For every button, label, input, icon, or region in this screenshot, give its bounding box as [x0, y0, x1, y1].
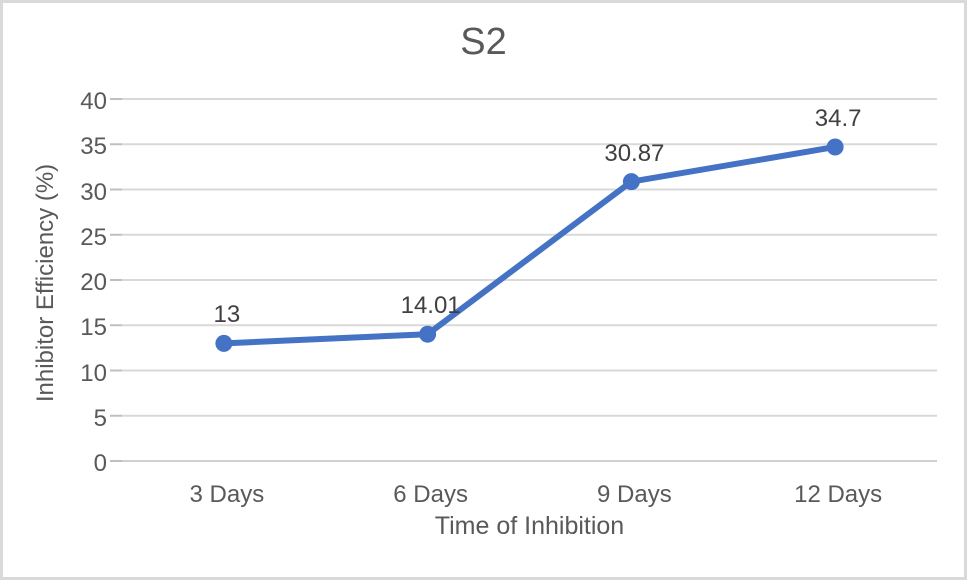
data-point-marker: [622, 173, 640, 191]
chart-title: S2: [460, 21, 507, 63]
x-tick-label: 12 Days: [794, 481, 883, 508]
x-tick-label: 3 Days: [189, 481, 265, 508]
y-tick-label: 10: [80, 359, 107, 387]
data-label: 13: [213, 301, 241, 329]
y-tick-label: 15: [80, 314, 107, 342]
y-tick-label: 35: [80, 133, 107, 161]
y-tick-label: 40: [80, 88, 107, 115]
x-tick-label: 9 Days: [597, 481, 672, 508]
data-point-marker: [215, 334, 233, 352]
data-label: 14.01: [400, 292, 461, 320]
data-point-marker: [826, 138, 844, 156]
y-tick-label: 0: [93, 450, 107, 477]
y-tick-label: 5: [93, 404, 107, 432]
series-line: [220, 143, 839, 347]
data-label: 34.7: [814, 104, 862, 132]
x-axis-title: Time of Inhibition: [434, 512, 625, 540]
y-tick-label: 20: [80, 269, 107, 296]
plot-area: [110, 98, 937, 462]
y-tick-label: 30: [80, 178, 107, 206]
y-tick-label: 25: [80, 223, 107, 251]
data-point-marker: [419, 325, 437, 343]
x-tick-label: 6 Days: [393, 481, 468, 508]
data-label: 30.87: [604, 139, 665, 167]
